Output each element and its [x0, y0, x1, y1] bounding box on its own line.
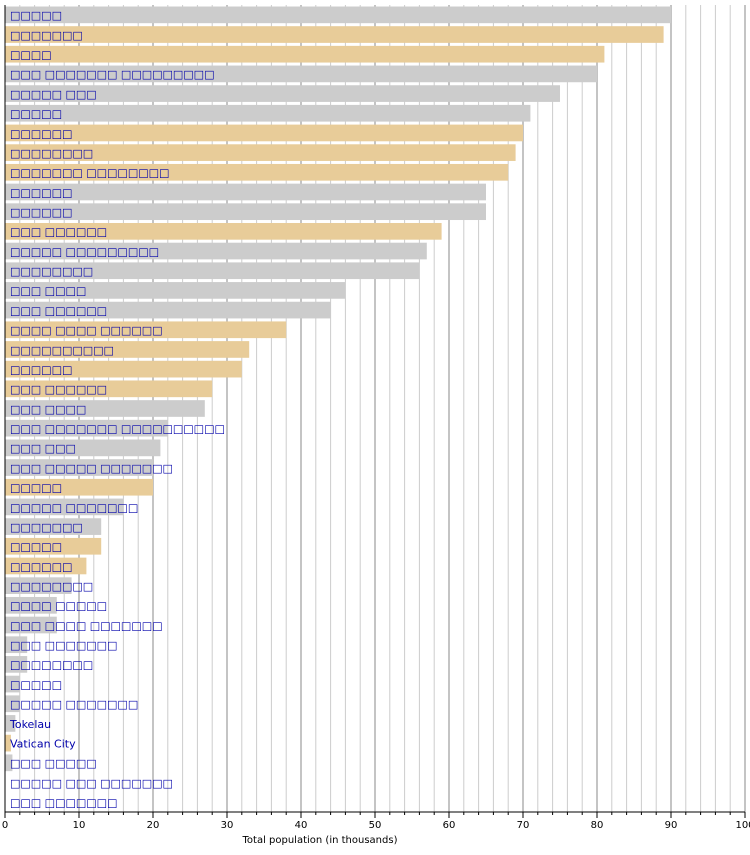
- bar: [5, 419, 168, 437]
- x-axis: 0 10 20 30 40 50 60 70 80 90 100: [2, 5, 750, 831]
- bar: [5, 6, 671, 24]
- bar-label: □□□□□□: [10, 186, 72, 199]
- bar: [5, 518, 102, 535]
- bar-label: □□□□□: [10, 678, 62, 691]
- bar-label: □□□□□□□□: [10, 580, 93, 593]
- bar: [5, 242, 427, 260]
- bar-label: □□□□□□□: [10, 29, 83, 42]
- bar: [5, 636, 28, 654]
- bar-label: □□□□□□□ □□□□□□□□: [10, 167, 169, 180]
- bar-label: □□□□□ □□□□□□□: [10, 501, 138, 514]
- x-tick-label: 100: [735, 820, 750, 831]
- bar: [5, 380, 213, 398]
- bar-label: □□□ □□□□□ □□□□□□□: [10, 462, 173, 475]
- bar: [5, 360, 242, 378]
- bar: [5, 557, 87, 575]
- bar-label: □□□□□: [10, 541, 62, 554]
- bar: [5, 754, 13, 772]
- bar-label: □□□□□ □□□ □□□□□□□: [10, 777, 173, 790]
- bar: [5, 183, 486, 201]
- bar: [5, 734, 11, 752]
- bar: [5, 616, 57, 634]
- x-tick-label: 80: [591, 820, 604, 831]
- bar-label: □□□□□ □□□□□□□□□: [10, 245, 159, 258]
- bar: [5, 223, 442, 240]
- bar-label: □□□ □□□□□□□: [10, 797, 117, 810]
- bars: [5, 6, 671, 772]
- bar: [5, 577, 72, 594]
- bar-label: Tokelau: [9, 718, 51, 731]
- x-tick-label: 70: [517, 820, 530, 831]
- bar-label: □□□ □□□□ □□□□□□□: [10, 619, 163, 632]
- bar: [5, 321, 287, 339]
- bar: [5, 203, 486, 221]
- bar: [5, 400, 205, 417]
- bar-label: □□□ □□□□□□□ □□□□□□□□□□: [10, 423, 225, 436]
- bar: [5, 85, 560, 102]
- bar-label: □□□ □□□□□□: [10, 383, 107, 396]
- bar: [5, 26, 664, 43]
- x-tick-label: 50: [369, 820, 382, 831]
- bar: [5, 675, 20, 693]
- bar: [5, 498, 124, 516]
- bar-label: □□□□□: [10, 482, 62, 495]
- bar: [5, 124, 523, 142]
- bar-label: □□□ □□□□□□: [10, 226, 107, 239]
- bar: [5, 459, 153, 476]
- x-tick-label: 30: [221, 820, 234, 831]
- bar-label: □□□ □□□□□: [10, 757, 97, 770]
- bar: [5, 163, 509, 181]
- bar-label: □□□ □□□: [10, 442, 76, 455]
- bar-label: □□□□□□□□: [10, 265, 93, 278]
- bar-label: □□□ □□□□□□□ □□□□□□□□□: [10, 68, 214, 81]
- bar-label: □□□ □□□□□□: [10, 304, 107, 317]
- bar: [5, 537, 102, 555]
- bar-label: □□□□□ □□□□□□□: [10, 698, 138, 711]
- bar-label: □□□□□□: [10, 127, 72, 140]
- bar-labels: □□□□□□□□□□□□□□□□□□□ □□□□□□□ □□□□□□□□□□□□…: [9, 9, 225, 809]
- bar: [5, 715, 16, 732]
- bar: [5, 104, 531, 122]
- bar: [5, 439, 161, 457]
- bar-label: □□□ □□□□: [10, 403, 86, 416]
- bar: [5, 596, 57, 614]
- bar-label: □□□□□□: [10, 363, 72, 376]
- bar: [5, 65, 597, 83]
- bar-label: □□□□ □□□□ □□□□□□: [10, 324, 163, 337]
- x-tick-label: 0: [2, 820, 8, 831]
- x-tick-label: 90: [665, 820, 678, 831]
- bar-label: □□□□□□□□: [10, 659, 93, 672]
- bar: [5, 45, 605, 63]
- bar: [5, 144, 516, 161]
- bar-label: □□□ □□□□: [10, 285, 86, 298]
- bar-label: □□□□□□: [10, 206, 72, 219]
- bar-label: □□□□□□: [10, 560, 72, 573]
- bar: [5, 341, 250, 358]
- x-tick-label: 40: [295, 820, 308, 831]
- bar: [5, 262, 420, 280]
- bar: [5, 301, 331, 319]
- bar-label: □□□□□ □□□: [10, 88, 97, 101]
- bar-label: Vatican City: [10, 737, 76, 750]
- bar-label: □□□□□□□: [10, 521, 83, 534]
- x-tick-label: 20: [147, 820, 160, 831]
- bar: [5, 656, 28, 673]
- bar: [5, 695, 20, 713]
- bar-label: □□□□ □□□□□: [10, 600, 107, 613]
- bar-label: □□□ □□□□□□□: [10, 639, 117, 652]
- bar-label: □□□□□: [10, 108, 62, 121]
- bar-label: □□□□□: [10, 9, 62, 22]
- bar: [5, 478, 153, 496]
- bar: [5, 282, 346, 299]
- bar-label: □□□□□□□□: [10, 147, 93, 160]
- x-axis-label: Total population (in thousands): [242, 835, 398, 846]
- x-tick-label: 60: [443, 820, 456, 831]
- x-tick-label: 10: [73, 820, 86, 831]
- bar-label: □□□□□□□□□□: [10, 344, 114, 357]
- bar-label: □□□□: [10, 49, 52, 62]
